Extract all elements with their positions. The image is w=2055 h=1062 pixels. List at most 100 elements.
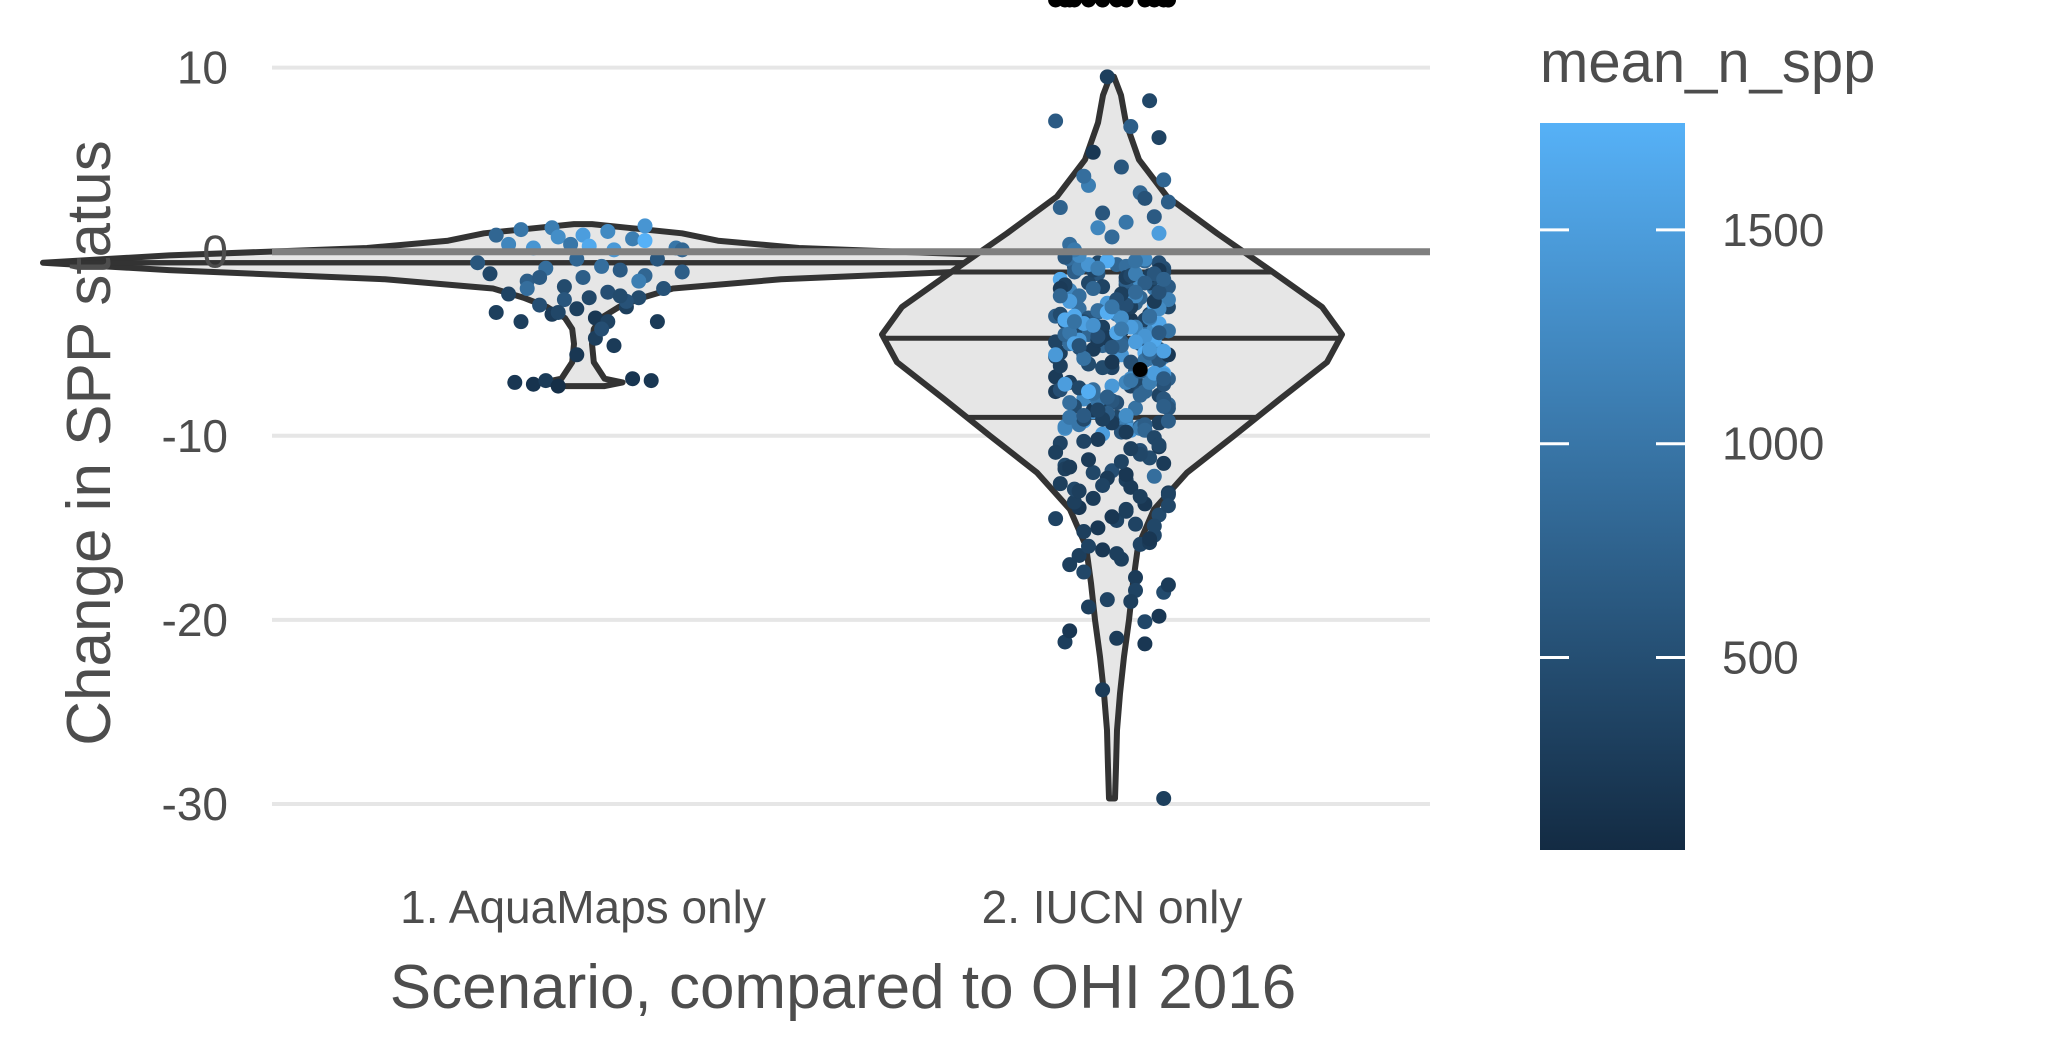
data-point xyxy=(1160,577,1176,593)
data-point xyxy=(1142,341,1158,357)
data-point xyxy=(587,310,603,326)
data-point xyxy=(1123,373,1139,389)
y-tick-label: 0 xyxy=(202,226,228,278)
data-point xyxy=(1156,371,1172,387)
data-point xyxy=(525,376,541,392)
data-point xyxy=(1142,308,1158,324)
data-point xyxy=(1151,225,1167,241)
data-point xyxy=(1123,119,1139,135)
y-tick-label: 10 xyxy=(177,42,228,94)
data-point xyxy=(631,273,647,289)
data-point xyxy=(1109,630,1125,646)
data-point xyxy=(1085,144,1101,160)
data-point xyxy=(594,321,610,337)
gridlines xyxy=(272,65,1430,806)
data-point xyxy=(1137,0,1153,8)
data-point xyxy=(532,269,548,285)
data-point xyxy=(1146,209,1162,225)
data-point xyxy=(612,262,628,278)
data-point xyxy=(1095,0,1111,8)
data-point xyxy=(1160,0,1176,8)
data-point xyxy=(637,218,653,234)
data-point xyxy=(1062,459,1078,475)
data-point xyxy=(1090,520,1106,536)
data-point xyxy=(1081,538,1096,554)
data-point xyxy=(1062,395,1078,411)
data-point xyxy=(1151,608,1167,624)
data-point xyxy=(575,227,591,243)
data-point xyxy=(1113,159,1129,175)
colorbar-title: mean_n_spp xyxy=(1540,30,1875,95)
data-point xyxy=(1128,253,1143,269)
data-point xyxy=(1118,0,1134,8)
data-point xyxy=(519,281,535,297)
data-point xyxy=(1156,455,1172,471)
data-point xyxy=(1071,483,1087,499)
data-point xyxy=(1076,408,1092,424)
data-point xyxy=(1137,190,1153,206)
data-point xyxy=(507,374,523,390)
data-point xyxy=(1156,790,1172,806)
y-tick-label: -20 xyxy=(162,594,228,646)
data-point xyxy=(1052,288,1068,304)
data-point xyxy=(1057,0,1073,8)
data-point xyxy=(1118,424,1134,440)
data-point xyxy=(1104,509,1120,525)
data-point xyxy=(1099,69,1115,85)
data-point xyxy=(1085,317,1101,333)
colorbar-tick-label: 500 xyxy=(1722,632,1799,684)
data-point xyxy=(1048,444,1064,460)
data-point xyxy=(1076,433,1092,449)
data-point xyxy=(1104,299,1120,315)
data-point xyxy=(637,233,653,249)
data-point xyxy=(482,266,498,282)
data-point xyxy=(1151,130,1167,146)
data-point xyxy=(1113,310,1129,326)
data-point xyxy=(1156,343,1172,359)
data-point xyxy=(1146,518,1162,534)
data-point xyxy=(1137,636,1153,652)
data-point xyxy=(501,236,517,252)
data-point xyxy=(1062,557,1078,573)
data-point xyxy=(1123,593,1139,609)
data-point xyxy=(1081,452,1096,468)
data-point xyxy=(550,304,566,320)
data-point xyxy=(1090,220,1106,236)
data-point xyxy=(1160,487,1176,503)
colorbar-tick-label: 1500 xyxy=(1722,204,1824,256)
data-point xyxy=(1076,524,1092,540)
data-point xyxy=(550,378,566,394)
data-point xyxy=(569,301,585,317)
data-point xyxy=(563,236,579,252)
data-point xyxy=(1071,338,1087,354)
data-point xyxy=(1156,398,1172,414)
x-tick-label: 2. IUCN only xyxy=(982,881,1243,933)
data-point xyxy=(532,297,548,313)
data-point xyxy=(1123,441,1139,457)
data-point xyxy=(1057,376,1073,392)
y-tick-label: -30 xyxy=(162,778,228,830)
data-point xyxy=(1128,516,1143,532)
data-point xyxy=(1085,490,1101,506)
data-point xyxy=(1099,592,1115,608)
data-point xyxy=(1104,229,1120,245)
data-point xyxy=(1095,682,1111,698)
data-point xyxy=(1076,168,1092,184)
y-axis-ticks: 10 0 -10 -20 -30 xyxy=(162,42,228,830)
data-point xyxy=(1160,413,1176,429)
data-point xyxy=(1123,479,1139,495)
data-point xyxy=(1151,437,1167,453)
data-point xyxy=(1118,214,1134,230)
data-point xyxy=(1151,284,1167,300)
data-point xyxy=(1081,384,1096,400)
data-point xyxy=(501,286,517,302)
data-point xyxy=(538,373,554,389)
data-point xyxy=(674,264,690,280)
data-point xyxy=(1156,172,1172,188)
data-point xyxy=(631,290,647,306)
data-point xyxy=(1095,205,1111,221)
data-point xyxy=(1128,570,1143,586)
data-point xyxy=(594,258,610,274)
data-point xyxy=(1137,275,1153,291)
